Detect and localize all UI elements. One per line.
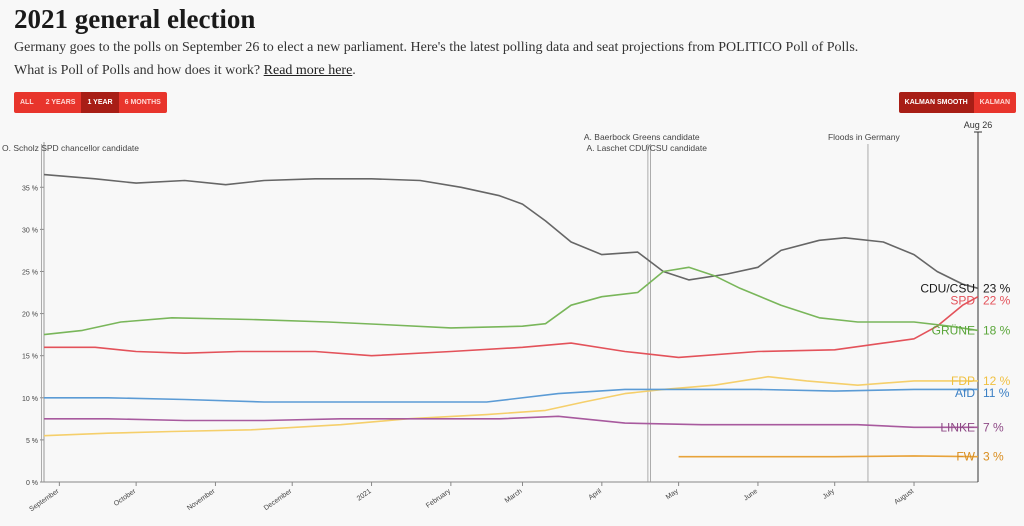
series-end-name-linke: LINKE (940, 420, 975, 434)
series-end-value-fw: 3 % (983, 450, 1004, 464)
y-tick-label: 30 % (22, 227, 38, 234)
event-label: O. Scholz SPD chancellor candidate (2, 143, 139, 153)
y-tick-label: 15 % (22, 354, 38, 361)
y-tick-label: 10 % (22, 396, 38, 403)
series-line-fw (678, 455, 979, 458)
methodology-question: What is Poll of Polls and how does it wo… (14, 63, 356, 79)
series-line-spd (44, 295, 979, 359)
series-end-name-spd: SPD (950, 293, 975, 307)
event-label: A. Baerbock Greens candidate (584, 132, 700, 142)
series-end-name-fdp: FDP (951, 374, 975, 388)
event-label: Floods in Germany (828, 132, 901, 142)
y-tick-label: 0 % (26, 480, 38, 487)
series-end-name-cdu-csu: CDU/CSU (920, 281, 975, 295)
x-tick-label: March (504, 488, 524, 505)
x-tick-label: May (665, 488, 680, 502)
read-more-link[interactable]: Read more here (263, 63, 353, 78)
x-tick-label: April (587, 488, 603, 502)
range-button-6-months[interactable]: 6 MONTHS (118, 92, 167, 113)
series-line-fdp (43, 375, 978, 437)
y-tick-label: 35 % (22, 185, 38, 192)
kalman-smooth-button[interactable]: KALMAN SMOOTH (898, 92, 974, 113)
series-end-name-afd: AfD (955, 386, 975, 400)
x-tick-label: 2021 (356, 488, 373, 503)
y-tick-label: 25 % (22, 269, 38, 276)
series-end-value-afd: 11 % (983, 386, 1010, 400)
question-suffix: . (352, 63, 356, 78)
time-range-selector: ALL 2 YEARS 1 YEAR 6 MONTHS (14, 92, 167, 113)
smoothing-selector: KALMAN SMOOTH KALMAN (898, 92, 1016, 113)
page-title: 2021 general election (14, 4, 256, 34)
x-tick-label: February (425, 488, 452, 510)
series-end-name-fw: FW (956, 450, 975, 464)
series-end-value-spd: 22 % (983, 293, 1011, 307)
series-line-cdu-csu (43, 173, 979, 290)
question-text: What is Poll of Polls and how does it wo… (14, 63, 264, 78)
series-line-afd (44, 388, 978, 403)
x-tick-label: December (263, 488, 294, 513)
range-button-1-year[interactable]: 1 YEAR (81, 92, 119, 113)
series-end-value-fdp: 12 % (983, 374, 1011, 388)
current-date-label: Aug 26 (964, 120, 993, 130)
range-button-all[interactable]: ALL (14, 92, 40, 113)
series-line-linke (44, 415, 978, 429)
x-tick-label: June (743, 488, 760, 503)
y-tick-label: 5 % (26, 438, 38, 445)
series-end-value-linke: 7 % (983, 420, 1004, 434)
range-button-2-years[interactable]: 2 YEARS (39, 92, 82, 113)
x-tick-label: August (893, 488, 915, 506)
series-end-value-gr-ne: 18 % (983, 323, 1011, 337)
x-tick-label: September (28, 488, 61, 514)
series-end-name-gr-ne: GRÜNE (932, 323, 975, 337)
poll-chart: 0 % 5 % 10 % 15 % 20 % 25 % 30 % 35 % September O… (2, 120, 1011, 514)
event-label: A. Laschet CDU/CSU candidate (586, 143, 707, 153)
x-tick-label: July (822, 488, 837, 501)
x-tick-label: October (113, 488, 138, 508)
y-tick-label: 20 % (22, 312, 38, 319)
x-tick-label: November (186, 488, 217, 513)
page-subtitle: Germany goes to the polls on September 2… (14, 40, 859, 55)
series-end-value-cdu-csu: 23 % (983, 281, 1011, 295)
kalman-button[interactable]: KALMAN (973, 92, 1016, 113)
series-line-gr-ne (43, 266, 979, 336)
